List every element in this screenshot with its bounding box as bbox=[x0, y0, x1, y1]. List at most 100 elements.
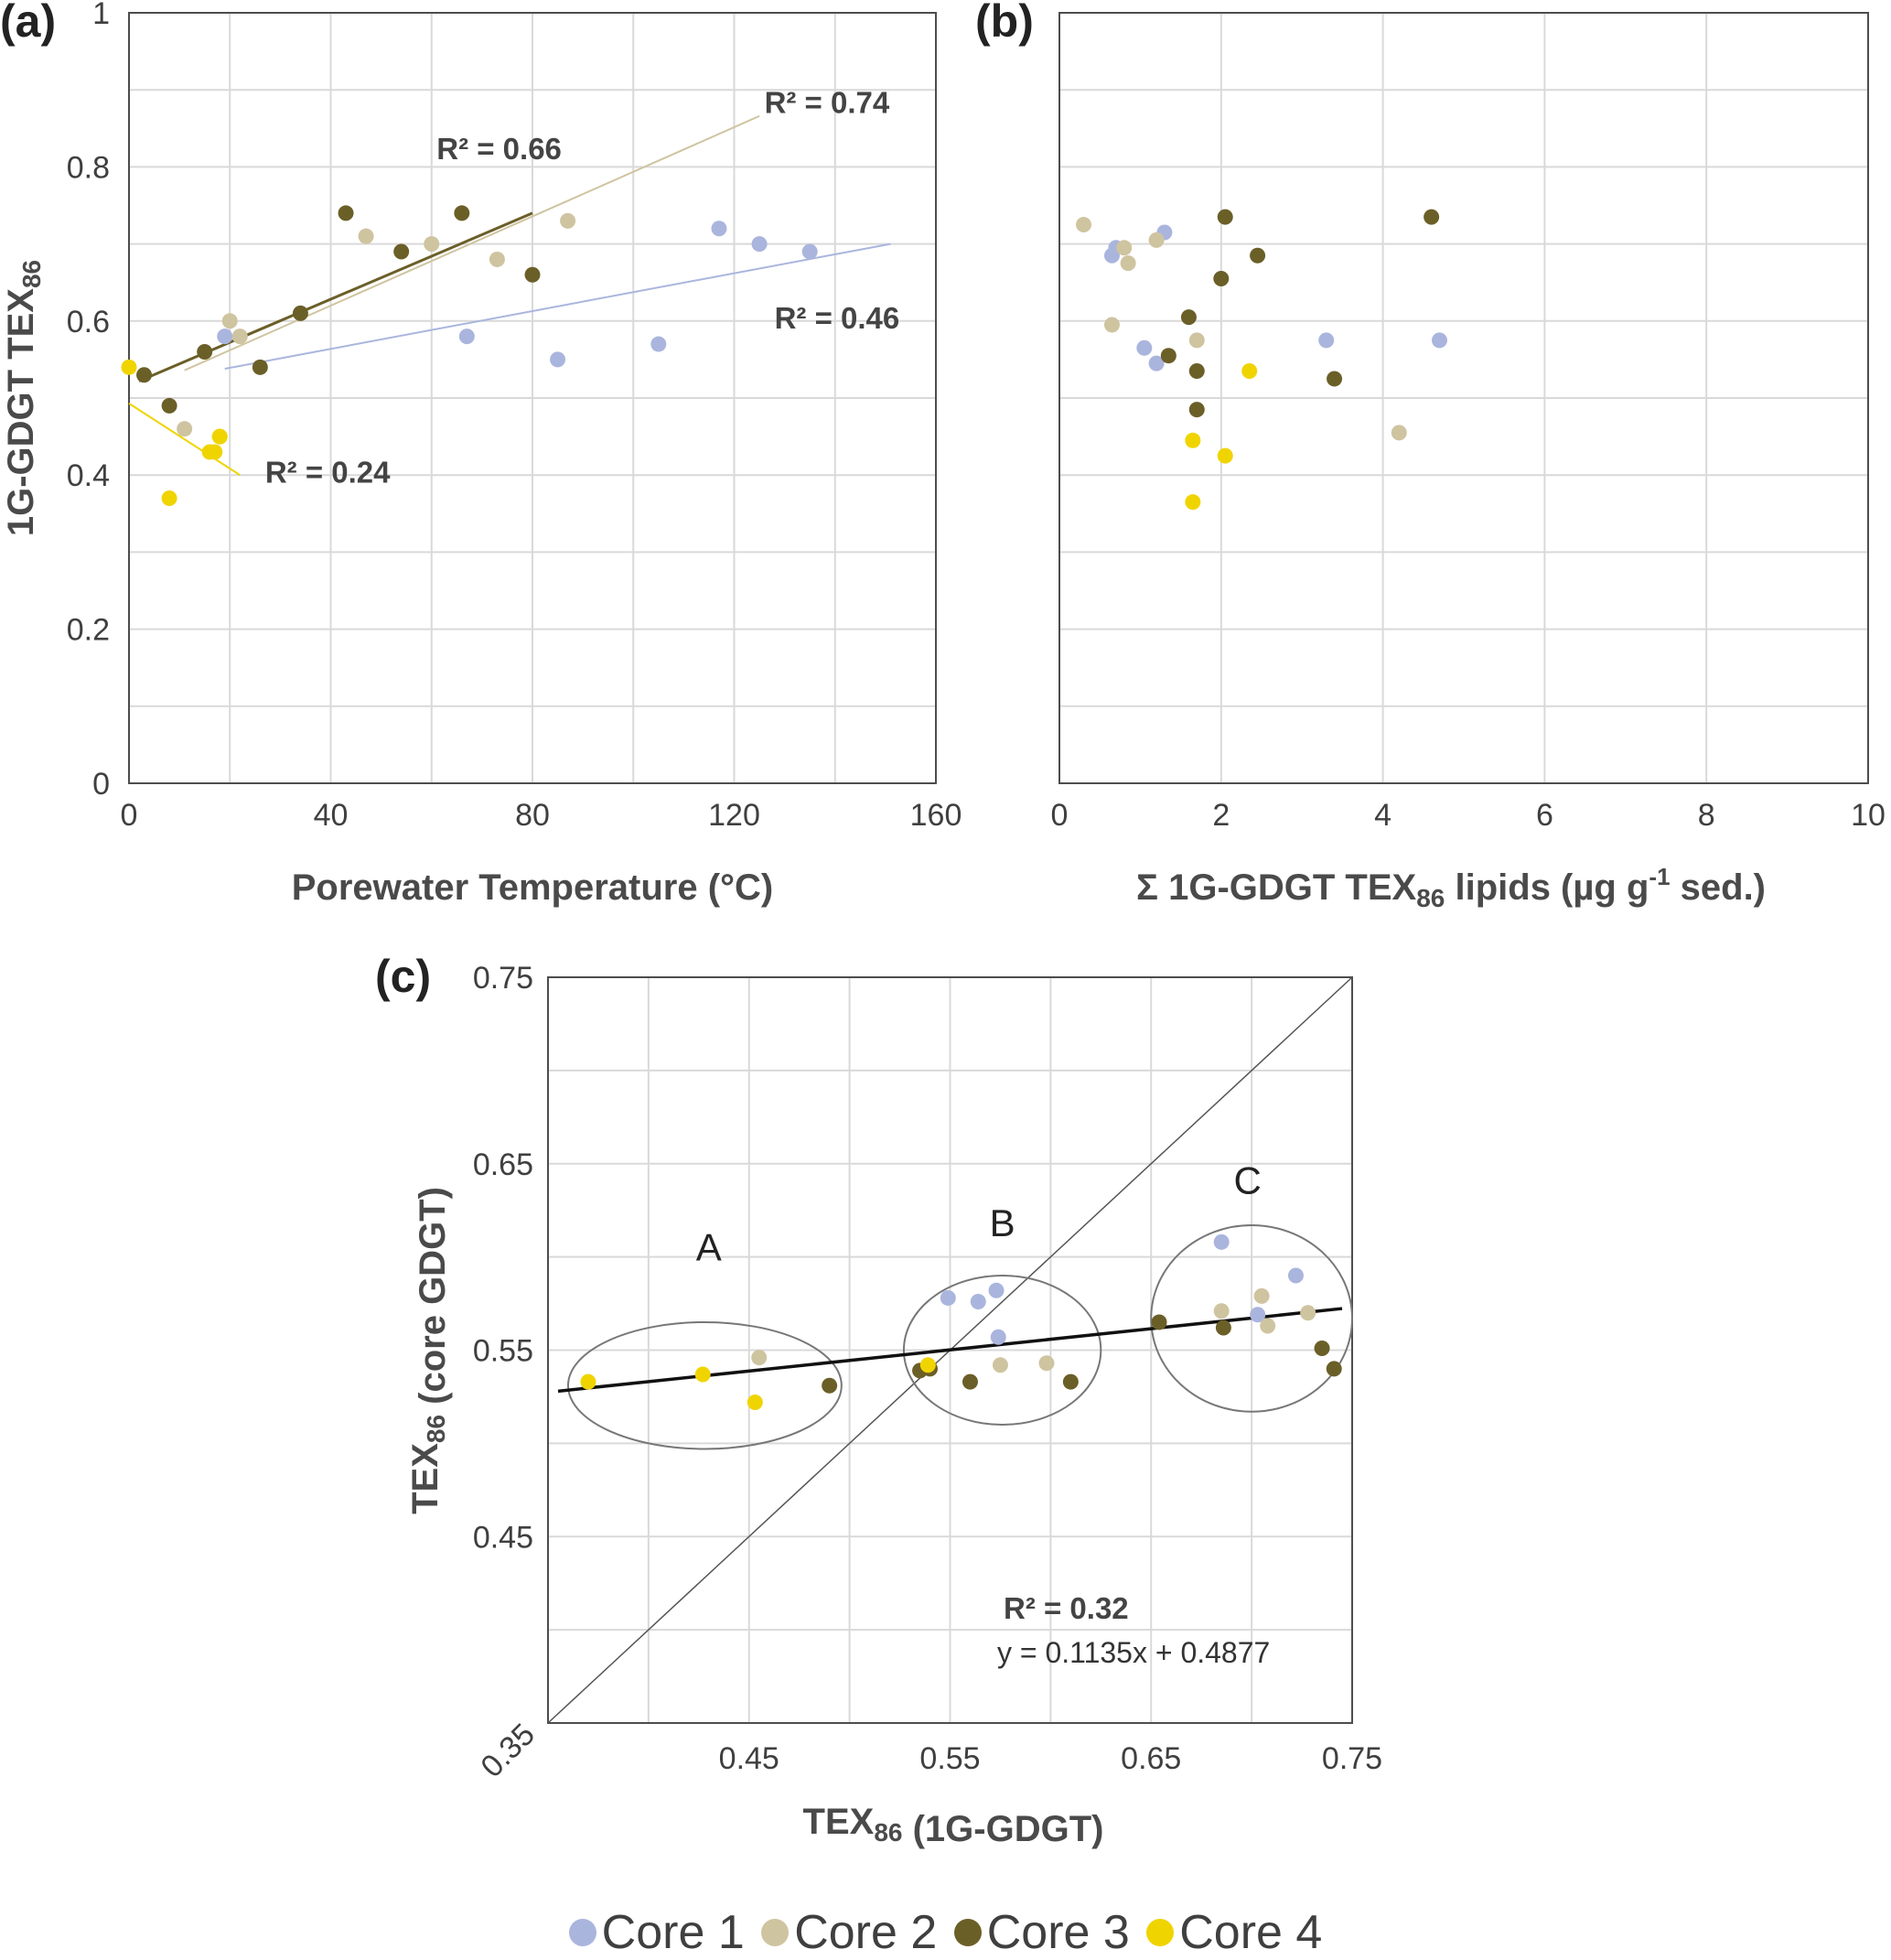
data-point bbox=[751, 236, 768, 253]
y-tick-label: 0.6 bbox=[67, 305, 110, 339]
data-point bbox=[1424, 209, 1440, 225]
data-point bbox=[711, 221, 727, 237]
x-tick-label: 40 bbox=[314, 798, 349, 833]
legend-marker-core1 bbox=[568, 1919, 596, 1946]
data-point bbox=[1148, 355, 1165, 372]
data-point bbox=[454, 205, 470, 221]
data-point bbox=[1185, 432, 1201, 448]
data-point bbox=[1188, 402, 1205, 418]
data-point bbox=[136, 367, 153, 383]
data-point bbox=[747, 1395, 763, 1411]
r2-annotation: R² = 0.66 bbox=[436, 132, 562, 166]
data-point bbox=[1120, 255, 1136, 272]
x-tick-label: 6 bbox=[1536, 798, 1553, 833]
data-point bbox=[1103, 317, 1120, 333]
data-point bbox=[161, 490, 177, 506]
x-tick-label: 4 bbox=[1374, 798, 1391, 833]
trendline bbox=[184, 114, 760, 372]
data-point bbox=[1213, 1233, 1230, 1250]
data-point bbox=[1431, 332, 1447, 349]
plot-frame bbox=[547, 976, 1353, 1724]
data-point bbox=[1250, 1307, 1266, 1323]
x-tick-label: 80 bbox=[515, 798, 550, 833]
data-point bbox=[1213, 270, 1230, 286]
data-point bbox=[358, 228, 374, 244]
legend-label-core2: Core 2 bbox=[794, 1906, 938, 1959]
data-point bbox=[919, 1357, 936, 1373]
group-label: C bbox=[1234, 1158, 1262, 1201]
data-point bbox=[1217, 447, 1233, 464]
data-point bbox=[489, 251, 505, 267]
data-point bbox=[650, 336, 667, 352]
x-tick-label: 160 bbox=[910, 798, 962, 833]
legend-marker-core3 bbox=[953, 1919, 982, 1946]
data-point bbox=[1188, 332, 1205, 349]
regression-line bbox=[557, 1307, 1343, 1394]
data-point bbox=[1213, 1303, 1230, 1319]
x-tick-label: 120 bbox=[708, 798, 760, 833]
legend-marker-core4 bbox=[1146, 1919, 1175, 1946]
data-point bbox=[1076, 217, 1092, 233]
r2-annotation: R² = 0.74 bbox=[765, 85, 890, 119]
data-point bbox=[990, 1329, 1006, 1345]
data-point bbox=[962, 1373, 978, 1390]
data-point bbox=[694, 1366, 711, 1383]
trendline bbox=[224, 242, 891, 370]
x-axis-title: Σ 1G-GDGT TEX86 lipids (µg g-1 sed.) bbox=[1136, 863, 1766, 912]
x-tick-label: 2 bbox=[1212, 798, 1230, 833]
panel-label-a: (a) bbox=[0, 0, 57, 47]
data-point bbox=[177, 421, 193, 437]
data-point bbox=[524, 266, 541, 283]
data-point bbox=[1300, 1305, 1316, 1321]
data-point bbox=[1250, 247, 1266, 264]
data-point bbox=[1038, 1355, 1055, 1372]
group-label: B bbox=[990, 1201, 1015, 1244]
x-tick-label: 8 bbox=[1698, 798, 1715, 833]
data-point bbox=[1318, 332, 1335, 349]
data-point bbox=[121, 359, 137, 375]
x-tick-label: 0 bbox=[121, 798, 138, 833]
data-point bbox=[1241, 363, 1258, 380]
x-axis-title: Porewater Temperature (°C) bbox=[292, 867, 774, 908]
y-tick-label: 0.75 bbox=[473, 961, 533, 996]
data-point bbox=[1287, 1267, 1304, 1284]
data-point bbox=[1148, 232, 1165, 248]
data-point bbox=[988, 1282, 1005, 1298]
legend-label-core3: Core 3 bbox=[986, 1906, 1130, 1959]
data-point bbox=[1136, 339, 1153, 356]
x-tick-label: 0.75 bbox=[1322, 1741, 1382, 1776]
trendline bbox=[128, 403, 241, 477]
data-point bbox=[211, 428, 228, 445]
data-point bbox=[1180, 309, 1197, 326]
data-point bbox=[550, 351, 566, 368]
data-point bbox=[1391, 425, 1407, 441]
y-tick-label: 0 bbox=[92, 767, 110, 802]
panel-label-c: (c) bbox=[375, 951, 432, 1002]
legend: Core 1 Core 2 Core 3 Core 4 bbox=[0, 1903, 1891, 1960]
data-point bbox=[217, 328, 233, 345]
r2-annotation: R² = 0.46 bbox=[775, 301, 900, 335]
data-point bbox=[161, 397, 177, 414]
legend-item-core4: Core 4 bbox=[1146, 1905, 1322, 1960]
legend-item-core2: Core 2 bbox=[761, 1905, 937, 1960]
legend-label-core4: Core 4 bbox=[1179, 1906, 1323, 1959]
y-tick-label: 1 bbox=[92, 0, 110, 31]
data-point bbox=[1062, 1373, 1079, 1390]
data-point bbox=[580, 1373, 596, 1390]
panel-label-b: (b) bbox=[975, 0, 1034, 47]
data-point bbox=[1314, 1340, 1330, 1356]
y-tick-label: 0.45 bbox=[473, 1520, 533, 1555]
plot-frame bbox=[128, 12, 937, 784]
y-tick-label: 0.4 bbox=[67, 458, 110, 493]
legend-label-core1: Core 1 bbox=[601, 1906, 745, 1959]
y-tick-label: 0.8 bbox=[67, 150, 110, 185]
data-point bbox=[424, 236, 440, 253]
data-point bbox=[207, 444, 223, 460]
r2-annotation: R² = 0.32 bbox=[1004, 1591, 1129, 1625]
data-point bbox=[801, 243, 818, 260]
data-point bbox=[1215, 1319, 1231, 1336]
data-point bbox=[1151, 1314, 1167, 1330]
data-point bbox=[751, 1350, 768, 1366]
x-tick-label: 10 bbox=[1851, 798, 1886, 833]
